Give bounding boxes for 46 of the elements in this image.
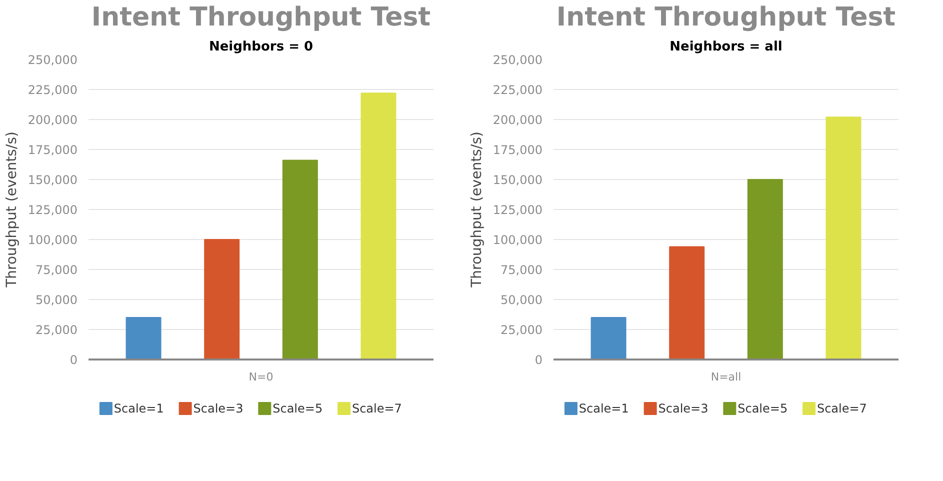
legend-label: Scale=1 xyxy=(114,402,164,416)
chart-subtitle: Neighbors = all xyxy=(670,40,782,54)
bar xyxy=(669,246,705,360)
y-tick-label: 150,000 xyxy=(28,173,78,187)
y-tick-label: 150,000 xyxy=(492,173,542,187)
bar xyxy=(590,317,626,360)
x-tick-label: N=all xyxy=(710,370,742,384)
y-tick-label: 75,000 xyxy=(500,263,543,277)
bar xyxy=(826,116,862,360)
chart-subtitle: Neighbors = 0 xyxy=(208,40,314,54)
legend-label: Scale=3 xyxy=(658,402,708,416)
y-tick-label: 175,000 xyxy=(28,143,78,157)
y-tick-label: 50,000 xyxy=(500,293,543,307)
chart-title: Intent Throughput Test xyxy=(556,2,896,32)
x-tick-label: N=0 xyxy=(248,370,274,384)
y-tick-label: 25,000 xyxy=(500,323,543,337)
bar xyxy=(747,179,783,360)
legend-label: Scale=5 xyxy=(738,402,788,416)
y-tick-label: 125,000 xyxy=(28,203,78,217)
bar xyxy=(126,317,162,360)
y-tick-label: 200,000 xyxy=(28,113,78,127)
y-tick-label: 175,000 xyxy=(492,143,542,157)
bar xyxy=(360,92,396,360)
y-tick-label: 0 xyxy=(70,353,78,367)
legend-label: Scale=7 xyxy=(816,402,867,416)
y-tick-label: 50,000 xyxy=(36,293,78,307)
y-tick-label: 225,000 xyxy=(492,83,542,97)
y-axis-title: Throughput (events/s) xyxy=(4,132,20,288)
y-tick-label: 25,000 xyxy=(36,323,78,337)
y-tick-label: 225,000 xyxy=(28,83,78,97)
y-tick-label: 0 xyxy=(534,353,543,367)
y-tick-label: 100,000 xyxy=(28,233,78,247)
y-tick-label: 100,000 xyxy=(492,233,542,247)
y-tick-label: 250,000 xyxy=(28,53,78,67)
chart-title: Intent Throughput Test xyxy=(91,2,431,32)
y-tick-label: 250,000 xyxy=(492,53,542,67)
bar xyxy=(204,239,240,360)
y-tick-label: 75,000 xyxy=(36,263,78,277)
y-tick-label: 125,000 xyxy=(492,203,542,217)
legend-label: Scale=5 xyxy=(272,402,323,416)
legend-label: Scale=3 xyxy=(193,402,244,416)
y-axis-title: Throughput (events/s) xyxy=(468,132,485,288)
legend-label: Scale=1 xyxy=(578,402,629,416)
y-tick-label: 200,000 xyxy=(492,113,542,127)
legend-label: Scale=7 xyxy=(352,402,402,416)
bar xyxy=(282,160,318,360)
